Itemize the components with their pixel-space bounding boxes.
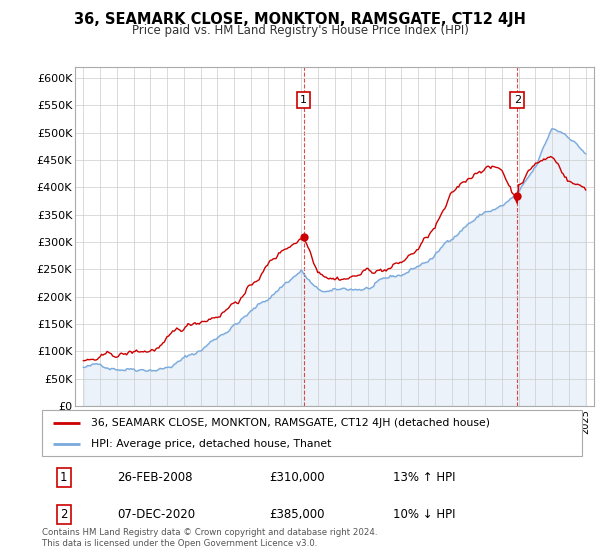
Text: £385,000: £385,000 [269, 508, 325, 521]
Text: 1: 1 [60, 471, 67, 484]
Text: 1: 1 [300, 95, 307, 105]
Text: 10% ↓ HPI: 10% ↓ HPI [393, 508, 455, 521]
Text: Contains HM Land Registry data © Crown copyright and database right 2024.
This d: Contains HM Land Registry data © Crown c… [42, 528, 377, 548]
Text: 13% ↑ HPI: 13% ↑ HPI [393, 471, 455, 484]
Text: 2: 2 [60, 508, 67, 521]
Text: 36, SEAMARK CLOSE, MONKTON, RAMSGATE, CT12 4JH: 36, SEAMARK CLOSE, MONKTON, RAMSGATE, CT… [74, 12, 526, 27]
Text: 36, SEAMARK CLOSE, MONKTON, RAMSGATE, CT12 4JH (detached house): 36, SEAMARK CLOSE, MONKTON, RAMSGATE, CT… [91, 418, 490, 428]
Text: £310,000: £310,000 [269, 471, 325, 484]
Text: 26-FEB-2008: 26-FEB-2008 [118, 471, 193, 484]
Text: HPI: Average price, detached house, Thanet: HPI: Average price, detached house, Than… [91, 439, 331, 449]
Text: Price paid vs. HM Land Registry's House Price Index (HPI): Price paid vs. HM Land Registry's House … [131, 24, 469, 37]
Text: 2: 2 [514, 95, 521, 105]
Text: 07-DEC-2020: 07-DEC-2020 [118, 508, 196, 521]
